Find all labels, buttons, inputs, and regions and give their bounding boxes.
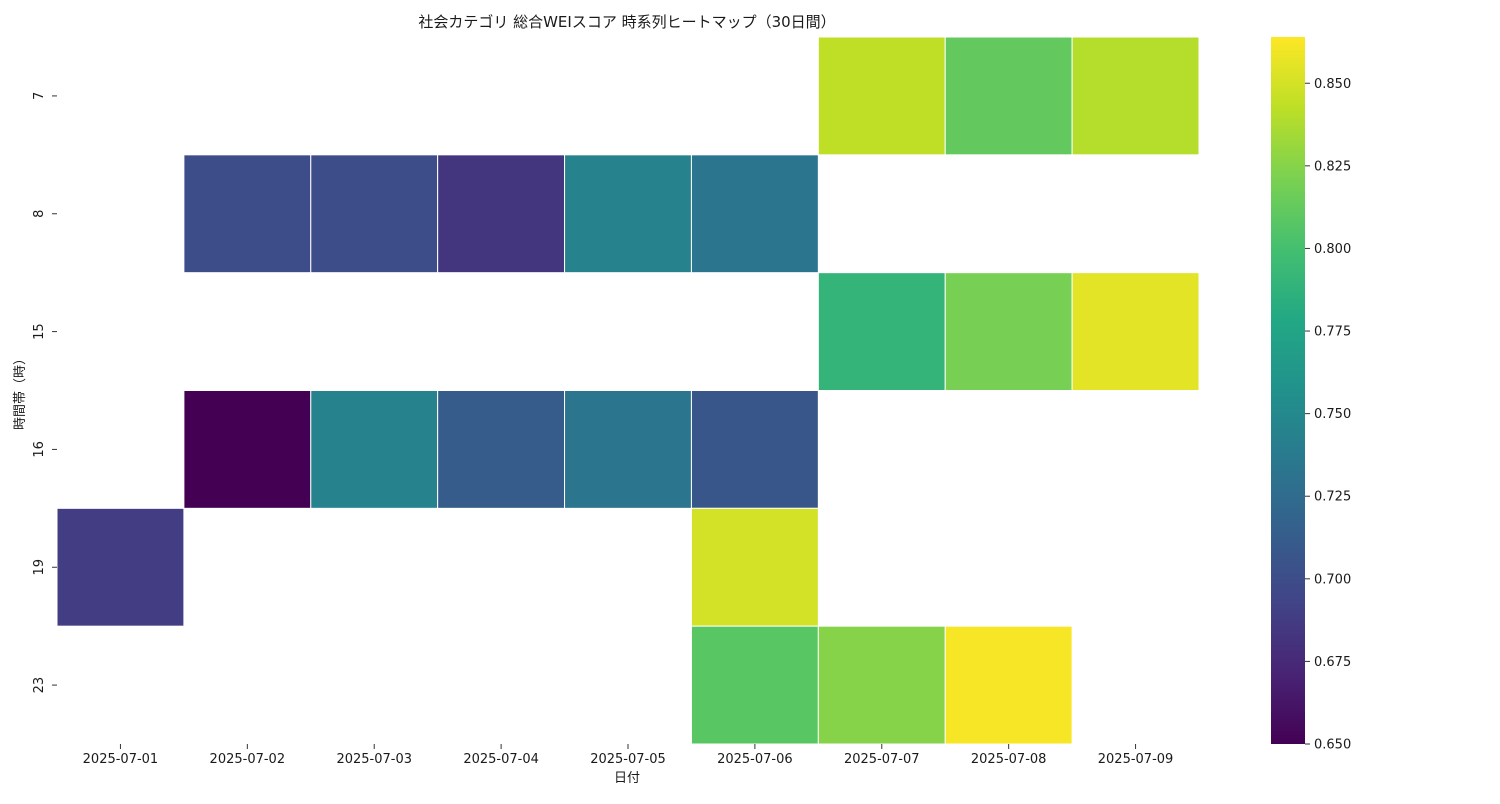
colorbar-tick-label: 0.850 [1314, 77, 1351, 92]
colorbar-tick-label: 0.675 [1314, 655, 1351, 670]
colorbar-tick-label: 0.700 [1314, 572, 1351, 587]
x-tick-label: 2025-07-03 [336, 752, 412, 767]
x-tick-label: 2025-07-07 [844, 752, 920, 767]
heatmap-cell-8-2025-07-02 [183, 154, 312, 274]
chart-title: 社会カテゴリ 総合WEIスコア 時系列ヒートマップ（30日間） [418, 13, 835, 31]
heatmap-cell-15-2025-07-09 [1071, 272, 1200, 391]
heatmap-cell-19-2025-07-06 [690, 507, 819, 627]
heatmap-cell-16-2025-07-04 [437, 390, 566, 509]
x-axis-label: 日付 [614, 771, 640, 786]
heatmap-cells [56, 36, 1200, 745]
x-tick-label: 2025-07-09 [1098, 752, 1174, 767]
y-axis-ticks: 7 8 15 16 19 23 [32, 92, 57, 694]
colorbar-ticks: 0.650 0.675 0.700 0.725 0.750 0.775 0.800 0.825… [1305, 77, 1351, 753]
x-tick-label: 2025-07-02 [210, 752, 286, 767]
heatmap-cell-7-2025-07-09 [1071, 36, 1200, 156]
y-tick-label: 8 [32, 210, 47, 218]
heatmap-cell-16-2025-07-05 [564, 390, 692, 509]
y-tick-label: 16 [32, 441, 47, 458]
heatmap-cell-16-2025-07-06 [690, 390, 819, 509]
heatmap-cell-23-2025-07-08 [944, 625, 1073, 745]
colorbar [1271, 37, 1305, 744]
heatmap-cell-16-2025-07-03 [310, 390, 439, 509]
x-tick-label: 2025-07-08 [971, 752, 1047, 767]
heatmap-cell-19-2025-07-01 [56, 507, 185, 627]
heatmap-cell-8-2025-07-03 [310, 154, 439, 274]
y-tick-label: 23 [32, 677, 47, 694]
x-tick-label: 2025-07-04 [463, 752, 539, 767]
heatmap-cell-7-2025-07-08 [944, 36, 1073, 156]
heatmap-cell-15-2025-07-08 [944, 272, 1073, 391]
x-tick-label: 2025-07-06 [717, 752, 793, 767]
y-tick-label: 15 [32, 323, 47, 340]
y-axis-label: 時間帯（時） [13, 352, 28, 430]
heatmap-cell-15-2025-07-07 [817, 272, 946, 391]
heatmap-cell-8-2025-07-06 [690, 154, 819, 274]
x-axis-ticks: 2025-07-01 2025-07-02 2025-07-03 2025-07-04… [83, 744, 1174, 767]
colorbar-tick-label: 0.775 [1314, 325, 1351, 340]
colorbar-tick-label: 0.650 [1314, 738, 1351, 753]
y-tick-label: 7 [32, 92, 47, 100]
heatmap-cell-23-2025-07-06 [690, 625, 819, 745]
colorbar-tick-label: 0.800 [1314, 242, 1351, 257]
heatmap-cell-8-2025-07-04 [437, 154, 566, 274]
colorbar-tick-label: 0.825 [1314, 159, 1351, 174]
heatmap-cell-23-2025-07-07 [817, 625, 946, 745]
x-tick-label: 2025-07-05 [590, 752, 666, 767]
y-tick-label: 19 [32, 559, 47, 576]
colorbar-tick-label: 0.750 [1314, 407, 1351, 422]
heatmap-cell-8-2025-07-05 [564, 154, 692, 274]
heatmap-cell-7-2025-07-07 [817, 36, 946, 156]
x-tick-label: 2025-07-01 [83, 752, 159, 767]
heatmap-cell-16-2025-07-02 [183, 390, 312, 509]
colorbar-tick-label: 0.725 [1314, 490, 1351, 505]
